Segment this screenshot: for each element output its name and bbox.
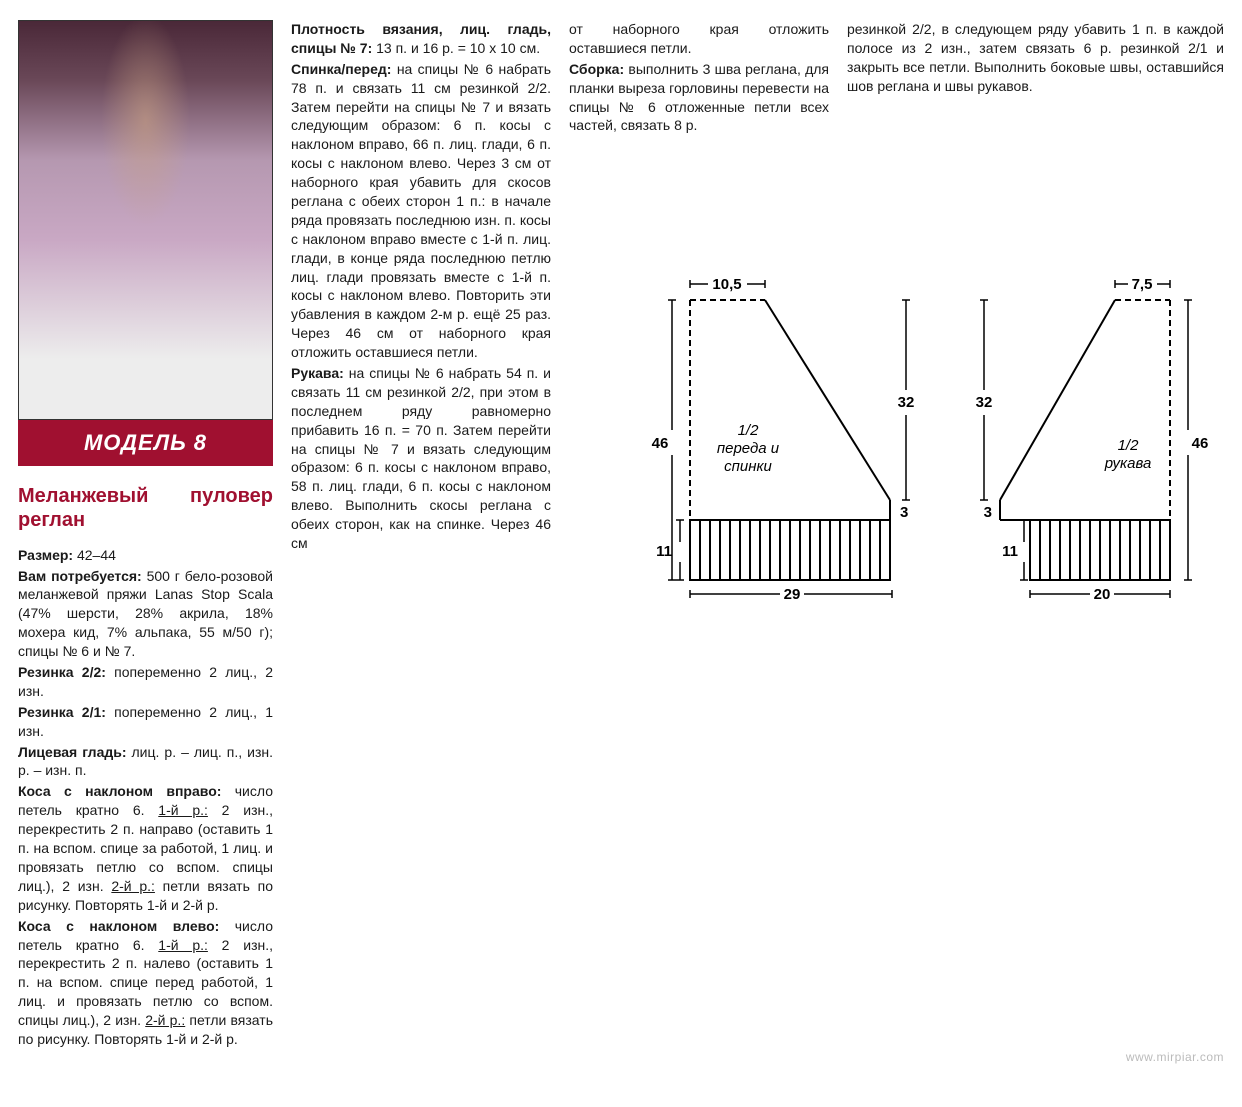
cable-left-block: Коса с наклоном влево: число петель крат… bbox=[18, 917, 273, 1049]
sleeve-label1: 1/2 bbox=[1118, 437, 1140, 454]
size-value: 42–44 bbox=[77, 547, 116, 563]
dim-h-mid: 3 bbox=[900, 504, 908, 521]
cable-left-row2: 2-й р.: bbox=[145, 1012, 185, 1028]
stockinette-label: Лицевая гладь: bbox=[18, 744, 127, 760]
size-line: Размер: 42–44 bbox=[18, 546, 273, 565]
sleeve-schematic: 7,5 46 32 3 11 bbox=[976, 276, 1209, 603]
watermark: www.mirpiar.com bbox=[1126, 1049, 1224, 1065]
dim-bottom-w: 29 bbox=[784, 586, 801, 603]
dim-h-raglan: 32 bbox=[898, 394, 915, 411]
cable-right-row2: 2-й р.: bbox=[111, 878, 155, 894]
rib21-label: Резинка 2/1: bbox=[18, 704, 106, 720]
sleeve-block: Рукава: на спицы № 6 набрать 54 п. и свя… bbox=[291, 364, 551, 553]
stockinette-line: Лицевая гладь: лиц. р. – лиц. п., изн. р… bbox=[18, 743, 273, 781]
col4-continuation: резинкой 2/2, в следующем ряду убавить 1… bbox=[847, 20, 1224, 96]
cable-right-row1: 1-й р.: bbox=[158, 802, 208, 818]
model-photo bbox=[18, 20, 273, 420]
front-back-schematic: 10,5 46 32 3 11 bbox=[652, 276, 915, 603]
front-label1: 1/2 bbox=[738, 422, 760, 439]
front-label2: переда и bbox=[717, 440, 780, 457]
pattern-title: Меланжевый пуловер реглан bbox=[18, 484, 273, 532]
cable-right-label: Коса с наклоном вправо: bbox=[18, 783, 221, 799]
back-front-block: Спинка/перед: на спицы № 6 набрать 78 п.… bbox=[291, 60, 551, 362]
cable-left-row1: 1-й р.: bbox=[158, 937, 208, 953]
column-1: МОДЕЛЬ 8 Меланжевый пуловер реглан Разме… bbox=[18, 20, 273, 1051]
schematics-svg: 10,5 46 32 3 11 bbox=[610, 260, 1230, 630]
rib21-line: Резинка 2/1: попеременно 2 лиц., 1 изн. bbox=[18, 703, 273, 741]
dim-sleeve-h-raglan: 32 bbox=[976, 394, 993, 411]
photo-placeholder bbox=[19, 21, 272, 419]
materials-line: Вам потребуется: 500 г бело-розовой мела… bbox=[18, 567, 273, 661]
materials-label: Вам потребуется: bbox=[18, 568, 142, 584]
sleeve-label2: рукава bbox=[1104, 455, 1152, 472]
dim-sleeve-h-mid: 3 bbox=[984, 504, 992, 521]
rib22-line: Резинка 2/2: попеременно 2 лиц., 2 изн. bbox=[18, 663, 273, 701]
model-number-label: МОДЕЛЬ 8 bbox=[18, 420, 273, 466]
size-label: Размер: bbox=[18, 547, 73, 563]
dim-sleeve-h-rib: 11 bbox=[1002, 543, 1018, 560]
assembly-label: Сборка: bbox=[569, 61, 624, 77]
sleeve-text: на спицы № 6 набрать 54 п. и связать 11 … bbox=[291, 365, 551, 551]
assembly-block: Сборка: выполнить 3 шва реглана, для пла… bbox=[569, 60, 829, 136]
back-front-text: на спицы № 6 набрать 78 п. и связать 11 … bbox=[291, 61, 551, 360]
cable-left-label: Коса с наклоном влево: bbox=[18, 918, 219, 934]
dim-top-w: 10,5 bbox=[712, 276, 741, 293]
dim-h-rib: 11 bbox=[656, 543, 672, 560]
gauge-text: 13 п. и 16 р. = 10 х 10 см. bbox=[376, 40, 540, 56]
cable-right-block: Коса с наклоном вправо: число петель кра… bbox=[18, 782, 273, 914]
dim-h-main: 46 bbox=[652, 435, 669, 452]
dim-sleeve-bottom-w: 20 bbox=[1094, 586, 1111, 603]
back-front-label: Спинка/перед: bbox=[291, 61, 391, 77]
sleeve-label: Рукава: bbox=[291, 365, 344, 381]
gauge-line: Плотность вязания, лиц. гладь, спицы № 7… bbox=[291, 20, 551, 58]
schematic-diagrams: 10,5 46 32 3 11 bbox=[610, 260, 1230, 630]
rib22-label: Резинка 2/2: bbox=[18, 664, 106, 680]
column-2: Плотность вязания, лиц. гладь, спицы № 7… bbox=[291, 20, 551, 1051]
dim-sleeve-h-main: 46 bbox=[1192, 435, 1209, 452]
dim-sleeve-top-w: 7,5 bbox=[1132, 276, 1153, 293]
front-label3: спинки bbox=[724, 458, 772, 475]
col3-continuation: от наборного края отложить оставшиеся пе… bbox=[569, 20, 829, 58]
